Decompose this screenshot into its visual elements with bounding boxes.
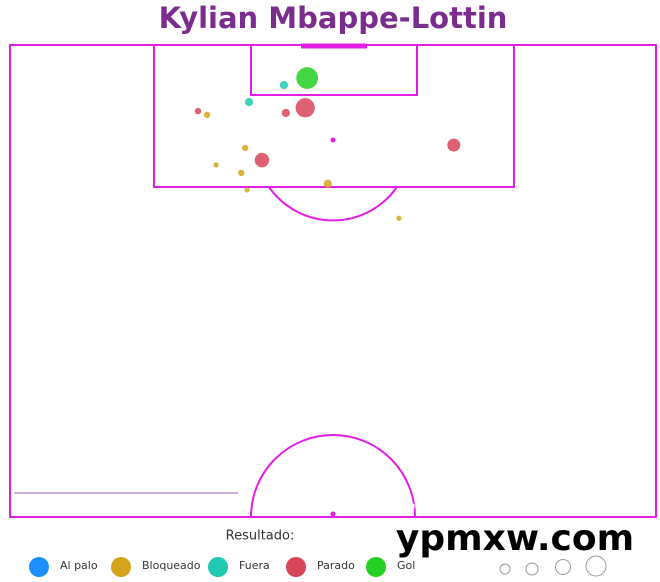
legend-swatch	[111, 557, 131, 577]
shot	[244, 187, 250, 193]
stat-value: -1,57	[178, 498, 210, 511]
stat-header: A puerta	[85, 474, 130, 486]
center-circle	[250, 434, 416, 518]
stat-value: 15	[58, 498, 73, 511]
source: Fuente: Understat	[562, 501, 652, 512]
legend-title: Resultado:	[226, 529, 295, 544]
legend-label: Al palo	[60, 559, 98, 572]
stat-header: Tiros	[53, 474, 79, 486]
legend-swatch	[208, 557, 228, 577]
stat-value: 1	[28, 498, 36, 511]
legend-swatch	[286, 557, 306, 577]
shot	[279, 81, 289, 90]
legend-swatch	[366, 557, 386, 577]
stat-value: 2,57	[136, 498, 163, 511]
shot	[244, 98, 254, 107]
stat-value: 6	[104, 498, 112, 511]
shot	[447, 138, 461, 152]
pitch	[9, 44, 657, 518]
center-spot	[330, 511, 336, 517]
credits: Miguel Ángel García (@miguelangaro) Fuen…	[345, 499, 652, 512]
shot	[203, 111, 211, 119]
shot	[194, 107, 202, 115]
size-key	[499, 563, 511, 575]
size-key	[585, 555, 607, 577]
size-key	[555, 559, 571, 575]
shot	[281, 108, 290, 118]
shot	[296, 67, 319, 89]
legend-label: Parado	[317, 559, 355, 572]
stat-header: Goles	[17, 474, 46, 486]
size-legend	[499, 555, 607, 577]
shot	[213, 162, 219, 168]
penalty-spot	[330, 137, 336, 143]
goal-area	[250, 44, 418, 96]
penalty-arc	[268, 186, 398, 222]
legend-label: Fuera	[239, 559, 270, 572]
shot	[254, 152, 270, 168]
shot	[396, 215, 402, 221]
shot	[323, 179, 332, 188]
shot	[295, 98, 315, 118]
stat-header: xG	[143, 474, 157, 486]
legend-swatch	[29, 557, 49, 577]
shot	[238, 169, 245, 177]
stat-header: Dif. Goles-xG	[160, 474, 228, 486]
shot	[241, 144, 249, 152]
legend-label: Gol	[397, 559, 415, 572]
legend-label: Bloqueado	[142, 559, 201, 572]
chart-title: Kylian Mbappe-Lottin	[159, 1, 508, 35]
author: Miguel Ángel García (@miguelangaro)	[345, 499, 559, 512]
watermark: ypmxw.com	[396, 518, 634, 559]
size-key	[525, 562, 539, 576]
